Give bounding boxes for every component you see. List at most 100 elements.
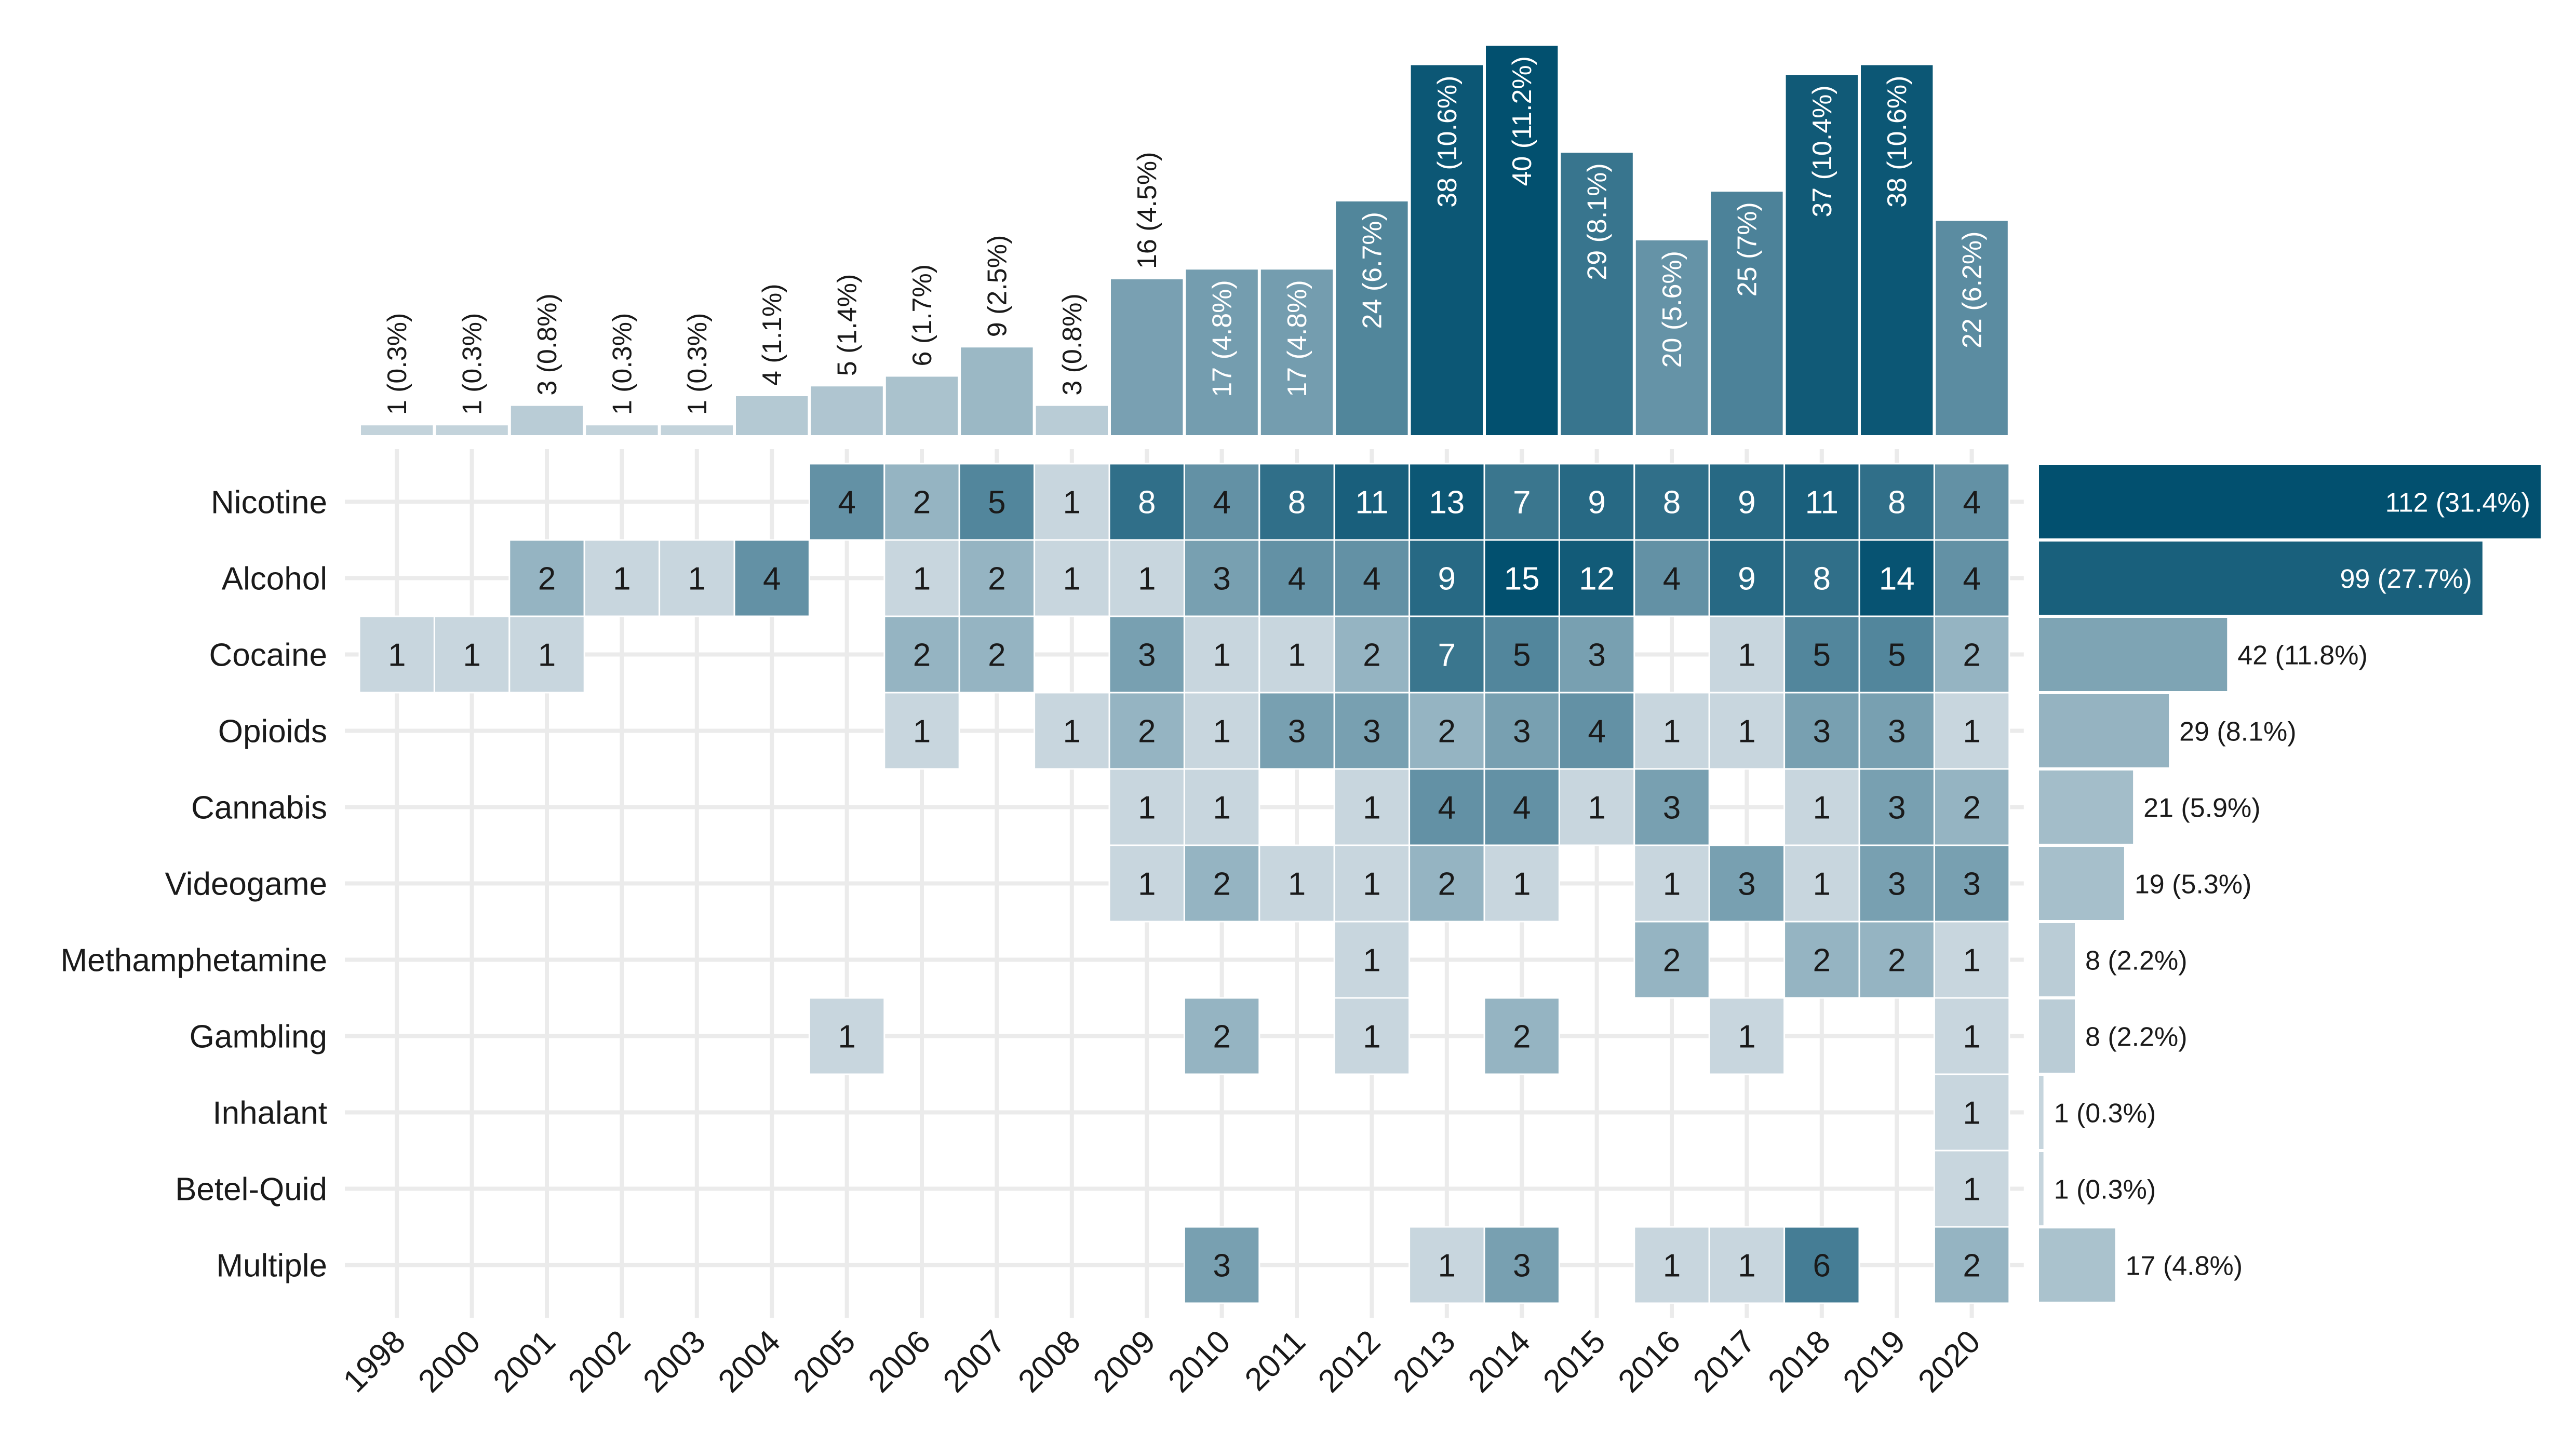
- heatmap-cell-value: 1: [1363, 790, 1380, 826]
- heatmap-cell: [1858, 692, 1935, 770]
- year-label: 2009: [1086, 1323, 1162, 1399]
- heatmap-cell-value: 8: [1288, 485, 1306, 521]
- heatmap-cell: [1933, 997, 2010, 1075]
- year-label: 2016: [1612, 1323, 1687, 1399]
- heatmap-cell: [1633, 692, 1710, 770]
- heatmap-cell-value: 9: [1588, 485, 1605, 521]
- heatmap-cell: [1333, 463, 1411, 541]
- heatmap-cell: [1408, 1226, 1485, 1304]
- category-total-label: 99 (27.7%): [2340, 564, 2472, 594]
- heatmap-cell-value: 1: [1213, 638, 1230, 673]
- heatmap-cell-value: 2: [913, 638, 931, 673]
- heatmap-cell-value: 1: [1738, 638, 1755, 673]
- year-axis-labels: 1998200020012002200320042005200620072008…: [337, 1323, 1988, 1399]
- category-total-label: 1 (0.3%): [2054, 1099, 2156, 1129]
- year-total-bar: [511, 405, 583, 435]
- year-total-label: 3 (0.8%): [532, 293, 562, 396]
- year-label: 2013: [1386, 1323, 1462, 1399]
- heatmap-cell-value: 1: [1138, 867, 1156, 902]
- heatmap-cell-value: 1: [1213, 790, 1230, 826]
- heatmap-cell-value: 1: [1963, 1096, 1980, 1131]
- category-label: Opioids: [218, 714, 327, 750]
- heatmap-cell-value: 3: [1363, 714, 1380, 750]
- heatmap-cell-value: 5: [1888, 638, 1906, 673]
- year-total-bar: [811, 386, 883, 435]
- category-total-bar: [2039, 618, 2228, 691]
- heatmap-cell-value: 1: [1138, 561, 1156, 597]
- year-total-bar: [1411, 65, 1483, 435]
- year-label: 2019: [1836, 1323, 1912, 1399]
- category-label: Nicotine: [211, 485, 327, 521]
- year-total-bar: [961, 347, 1033, 435]
- heatmap-cell: [1333, 768, 1411, 846]
- year-total-label: 1 (0.3%): [382, 313, 412, 415]
- heatmap-cell-value: 2: [538, 561, 556, 597]
- heatmap-cell: [1183, 1226, 1260, 1304]
- heatmap-cell-value: 2: [1813, 943, 1831, 979]
- heatmap-cell-value: 11: [1355, 485, 1388, 521]
- category-total-bar: [2039, 465, 2541, 538]
- heatmap-cells: 4 2 5 1 8 4 8 11 13 7 9 8 9 11 8 42 1 1 4 1 2 1 1 3 4 4 9 15 12 4 9 8 14…: [358, 463, 2010, 1304]
- heatmap-cell-value: 2: [1963, 790, 1980, 826]
- heatmap-cell: [1408, 539, 1485, 617]
- heatmap-cell: [1108, 844, 1185, 923]
- heatmap-cell-value: 1: [913, 714, 931, 750]
- category-total-bar: [2039, 999, 2075, 1073]
- heatmap-cell-value: 1: [913, 561, 931, 597]
- year-total-bar: [1786, 75, 1858, 435]
- heatmap-cell: [1258, 844, 1335, 923]
- heatmap-cell: [1258, 539, 1335, 617]
- heatmap-cell: [1708, 1226, 1786, 1304]
- heatmap-cell-value: 3: [1813, 714, 1831, 750]
- year-total-bar: [736, 396, 808, 435]
- year-total-label: 1 (0.3%): [607, 313, 637, 415]
- year-label: 2001: [487, 1323, 562, 1399]
- heatmap-cell-value: 6: [1813, 1248, 1831, 1284]
- year-total-label: 1 (0.3%): [458, 313, 488, 415]
- heatmap-cell: [1183, 768, 1260, 846]
- heatmap-cell: [1933, 1226, 2010, 1304]
- category-total-bars: 112 (31.4%) 99 (27.7%) 42 (11.8%) 29 (8.1%)…: [2039, 465, 2541, 1302]
- year-total-bar: [1111, 279, 1183, 435]
- heatmap-cell-value: 5: [988, 485, 1005, 521]
- year-total-bar: [886, 376, 958, 435]
- heatmap-cell-value: 1: [1663, 1248, 1681, 1284]
- heatmap-cell-value: 4: [763, 561, 781, 597]
- heatmap-cell-value: 1: [1738, 714, 1755, 750]
- year-total-bar: [586, 425, 658, 435]
- heatmap-cell: [808, 997, 886, 1075]
- heatmap-cell: [1483, 997, 1560, 1075]
- heatmap-cell-value: 3: [1888, 714, 1906, 750]
- heatmap-cell: [1933, 921, 2010, 999]
- year-total-label: 4 (1.1%): [757, 283, 787, 386]
- heatmap-cell: [659, 539, 735, 617]
- heatmap-cell: [1483, 539, 1560, 617]
- heatmap-cell-value: 2: [1438, 714, 1456, 750]
- year-total-label: 9 (2.5%): [982, 235, 1012, 337]
- heatmap-cell: [1858, 844, 1935, 923]
- heatmap-cell-value: 1: [1513, 867, 1531, 902]
- heatmap-cell-value: 1: [838, 1019, 855, 1055]
- heatmap-cell-value: 1: [388, 638, 406, 673]
- year-total-bar: [436, 425, 508, 435]
- year-label: 2000: [411, 1323, 487, 1399]
- year-total-bar: [1861, 65, 1933, 435]
- heatmap-cell-value: 5: [1813, 638, 1831, 673]
- heatmap-cell: [1783, 615, 1860, 694]
- year-total-label: 37 (10.4%): [1807, 85, 1837, 217]
- heatmap-cell-value: 1: [1738, 1248, 1755, 1284]
- heatmap-cell-value: 4: [1963, 561, 1980, 597]
- category-total-label: 17 (4.8%): [2126, 1251, 2243, 1281]
- year-total-label: 25 (7%): [1732, 202, 1762, 296]
- heatmap-cell: [1858, 768, 1935, 846]
- year-total-label: 22 (6.2%): [1957, 232, 1988, 348]
- heatmap-cell-value: 2: [1963, 638, 1980, 673]
- heatmap-cell: [958, 615, 1036, 694]
- category-total-label: 8 (2.2%): [2085, 946, 2188, 976]
- year-total-label: 1 (0.3%): [682, 313, 713, 415]
- heatmap-cell: [1183, 692, 1260, 770]
- category-total-bar: [2039, 1152, 2044, 1225]
- year-total-label: 16 (4.5%): [1132, 152, 1162, 269]
- heatmap-cell: [1708, 539, 1786, 617]
